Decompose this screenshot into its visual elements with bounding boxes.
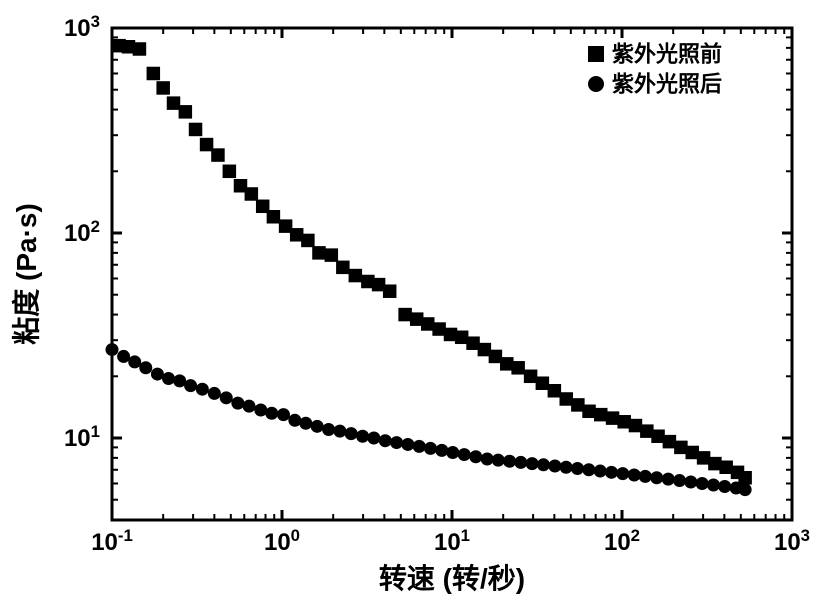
legend-marker: [588, 46, 604, 62]
legend-marker: [588, 76, 604, 92]
viscosity-chart: 10-1100101102103101102103转速 (转/秒)粘度 (Pa·…: [0, 0, 817, 611]
legend-label: 紫外光照后: [612, 72, 722, 97]
chart-canvas: 10-1100101102103101102103转速 (转/秒)粘度 (Pa·…: [0, 0, 817, 611]
y-axis-label: 粘度 (Pa·s): [11, 203, 42, 345]
x-axis-label: 转速 (转/秒): [379, 563, 525, 594]
legend-label: 紫外光照前: [612, 42, 722, 67]
